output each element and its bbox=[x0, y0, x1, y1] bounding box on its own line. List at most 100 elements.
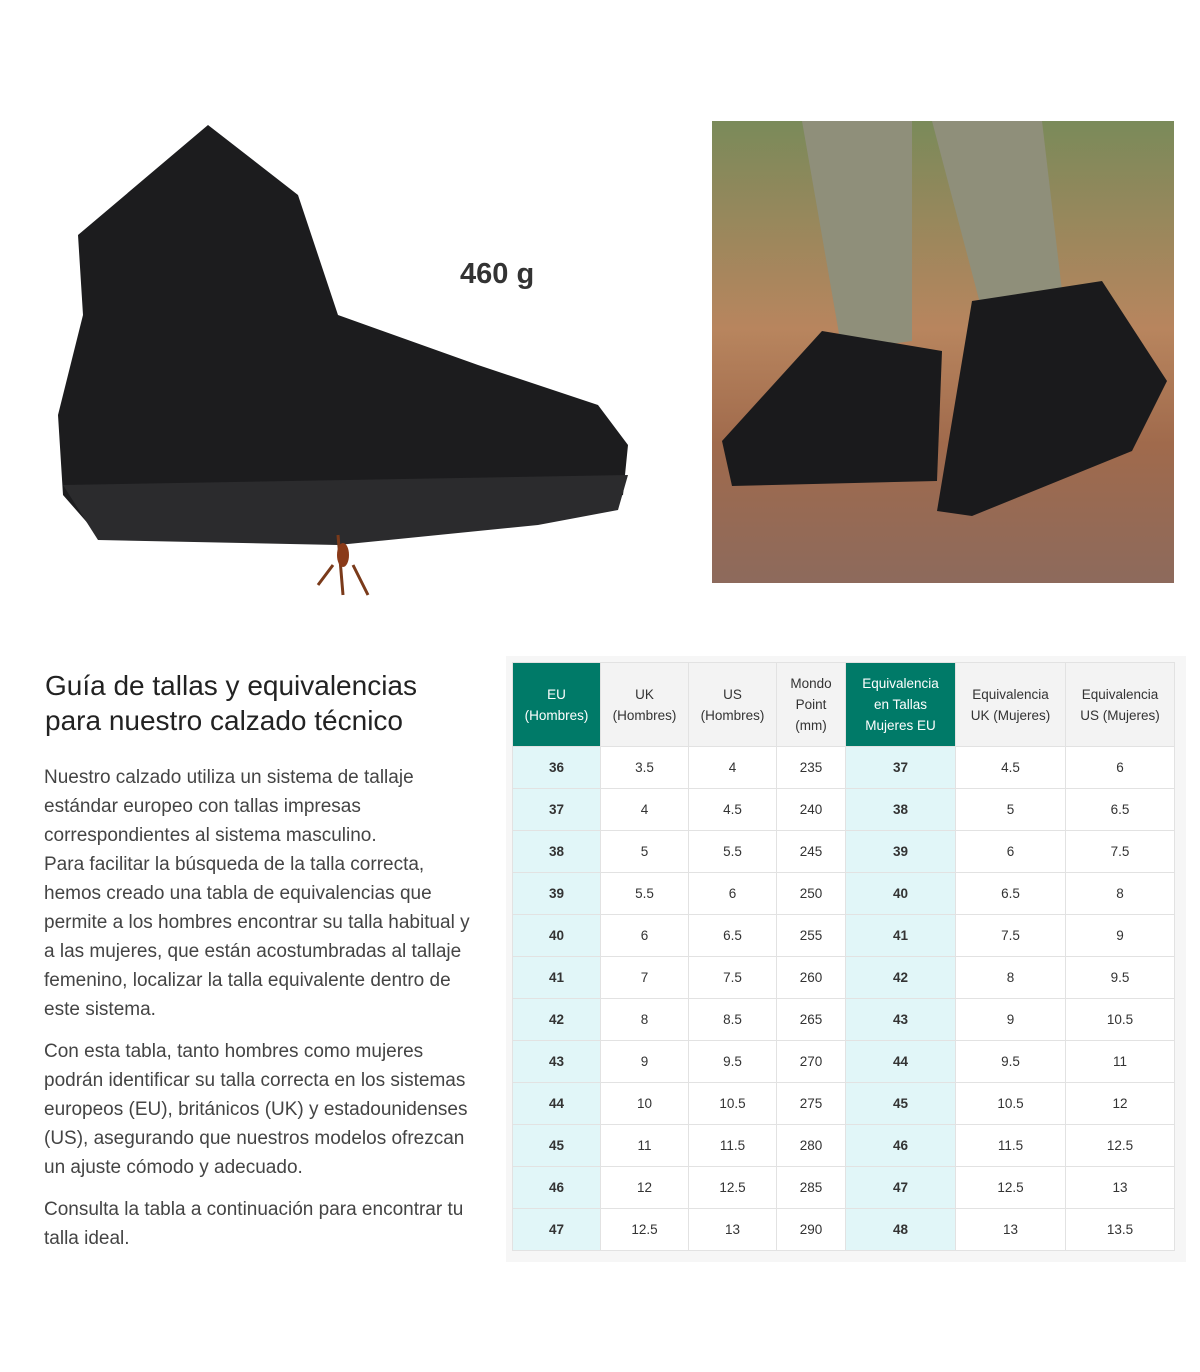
table-cell: 12.5 bbox=[955, 1166, 1066, 1209]
table-cell: 37 bbox=[512, 788, 601, 831]
table-row: 36 3.5 4 235 37 4.5 6 bbox=[512, 746, 1175, 789]
table-cell: 8 bbox=[955, 956, 1066, 999]
table-cell: 40 bbox=[845, 872, 956, 915]
table-cell: 5 bbox=[600, 830, 689, 873]
table-cell: 11 bbox=[600, 1124, 689, 1167]
size-guide-title: Guía de tallas y equivalencias para nues… bbox=[45, 668, 485, 738]
table-cell: 6.5 bbox=[1065, 788, 1175, 831]
header-line: (Hombres) bbox=[612, 707, 677, 723]
table-cell: 10.5 bbox=[688, 1082, 777, 1125]
table-cell: 7.5 bbox=[688, 956, 777, 999]
column-header: UK (Hombres) bbox=[600, 662, 689, 747]
header-line: Equivalencia bbox=[972, 686, 1049, 702]
table-cell: 4.5 bbox=[688, 788, 777, 831]
table-cell: 8 bbox=[600, 998, 689, 1041]
table-cell: 12.5 bbox=[688, 1166, 777, 1209]
table-cell: 8.5 bbox=[688, 998, 777, 1041]
table-cell: 39 bbox=[845, 830, 956, 873]
header-line: Equivalencia bbox=[1081, 686, 1159, 702]
table-cell: 6.5 bbox=[688, 914, 777, 957]
table-cell: 43 bbox=[512, 1040, 601, 1083]
table-cell: 275 bbox=[776, 1082, 846, 1125]
header-line: en Tallas bbox=[873, 697, 928, 712]
table-cell: 3.5 bbox=[600, 746, 689, 789]
table-cell: 38 bbox=[512, 830, 601, 873]
header-line: US (Mujeres) bbox=[1080, 707, 1160, 723]
table-cell: 6 bbox=[1065, 746, 1175, 789]
table-cell: 46 bbox=[845, 1124, 956, 1167]
size-table-container: EU (Hombres) UK (Hombres) US (Hombres) Mondo Po… bbox=[506, 656, 1186, 1262]
table-cell: 4 bbox=[688, 746, 777, 789]
table-row: 47 12.5 13 290 48 13 13.5 bbox=[512, 1208, 1175, 1251]
table-cell: 10.5 bbox=[1065, 998, 1175, 1041]
header-line: (Hombres) bbox=[700, 707, 765, 723]
table-cell: 44 bbox=[512, 1082, 601, 1125]
table-cell: 45 bbox=[512, 1124, 601, 1167]
table-cell: 10.5 bbox=[955, 1082, 1066, 1125]
table-row: 40 6 6.5 255 41 7.5 9 bbox=[512, 914, 1175, 957]
boot-image bbox=[58, 125, 628, 596]
table-cell: 47 bbox=[512, 1208, 601, 1251]
table-cell: 44 bbox=[845, 1040, 956, 1083]
column-header: Equivalencia US (Mujeres) bbox=[1065, 662, 1175, 747]
table-cell: 12.5 bbox=[600, 1208, 689, 1251]
table-cell: 46 bbox=[512, 1166, 601, 1209]
paragraph-1b: Para facilitar la búsqueda de la talla c… bbox=[44, 854, 470, 1020]
table-cell: 38 bbox=[845, 788, 956, 831]
table-cell: 6 bbox=[600, 914, 689, 957]
size-guide-text: Nuestro calzado utiliza un sistema de ta… bbox=[44, 763, 484, 1266]
header-line: EU bbox=[547, 686, 566, 702]
table-cell: 39 bbox=[512, 872, 601, 915]
table-cell: 11.5 bbox=[688, 1124, 777, 1167]
table-cell: 6 bbox=[955, 830, 1066, 873]
table-cell: 270 bbox=[776, 1040, 846, 1083]
table-cell: 280 bbox=[776, 1124, 846, 1167]
table-cell: 7.5 bbox=[955, 914, 1066, 957]
column-header: Equivalencia UK (Mujeres) bbox=[955, 662, 1066, 747]
table-cell: 9.5 bbox=[955, 1040, 1066, 1083]
table-cell: 47 bbox=[845, 1166, 956, 1209]
header-line: Mujeres EU bbox=[865, 718, 936, 733]
table-row: 38 5 5.5 245 39 6 7.5 bbox=[512, 830, 1175, 873]
table-cell: 41 bbox=[512, 956, 601, 999]
table-row: 45 11 11.5 280 46 11.5 12.5 bbox=[512, 1124, 1175, 1167]
table-cell: 43 bbox=[845, 998, 956, 1041]
size-table: EU (Hombres) UK (Hombres) US (Hombres) Mondo Po… bbox=[512, 662, 1175, 1251]
weight-label: 460 g bbox=[460, 258, 535, 290]
table-cell: 11 bbox=[1065, 1040, 1175, 1083]
table-cell: 7 bbox=[600, 956, 689, 999]
table-cell: 41 bbox=[845, 914, 956, 957]
table-cell: 7.5 bbox=[1065, 830, 1175, 873]
table-cell: 255 bbox=[776, 914, 846, 957]
table-cell: 235 bbox=[776, 746, 846, 789]
table-cell: 12 bbox=[600, 1166, 689, 1209]
header-line: (Hombres) bbox=[524, 707, 589, 723]
table-cell: 290 bbox=[776, 1208, 846, 1251]
table-cell: 37 bbox=[845, 746, 956, 789]
table-cell: 260 bbox=[776, 956, 846, 999]
table-cell: 285 bbox=[776, 1166, 846, 1209]
table-cell: 45 bbox=[845, 1082, 956, 1125]
table-cell: 6.5 bbox=[955, 872, 1066, 915]
table-cell: 13 bbox=[1065, 1166, 1175, 1209]
table-cell: 5.5 bbox=[688, 830, 777, 873]
title-line-1: Guía de tallas y equivalencias bbox=[45, 670, 417, 701]
header-line: Equivalencia bbox=[862, 676, 939, 691]
table-cell: 12.5 bbox=[1065, 1124, 1175, 1167]
title-line-2: para nuestro calzado técnico bbox=[45, 705, 403, 736]
paragraph-3: Consulta la tabla a continuación para en… bbox=[44, 1199, 464, 1249]
table-cell: 240 bbox=[776, 788, 846, 831]
table-row: 43 9 9.5 270 44 9.5 11 bbox=[512, 1040, 1175, 1083]
header-line: Point bbox=[795, 697, 827, 712]
table-cell: 5 bbox=[955, 788, 1066, 831]
header-line: UK (Mujeres) bbox=[970, 707, 1051, 723]
column-header: EU (Hombres) bbox=[512, 662, 601, 747]
table-cell: 13.5 bbox=[1065, 1208, 1175, 1251]
table-row: 46 12 12.5 285 47 12.5 13 bbox=[512, 1166, 1175, 1209]
header-line: UK bbox=[635, 686, 654, 702]
table-row: 44 10 10.5 275 45 10.5 12 bbox=[512, 1082, 1175, 1125]
table-cell: 9.5 bbox=[1065, 956, 1175, 999]
table-cell: 5.5 bbox=[600, 872, 689, 915]
table-cell: 245 bbox=[776, 830, 846, 873]
